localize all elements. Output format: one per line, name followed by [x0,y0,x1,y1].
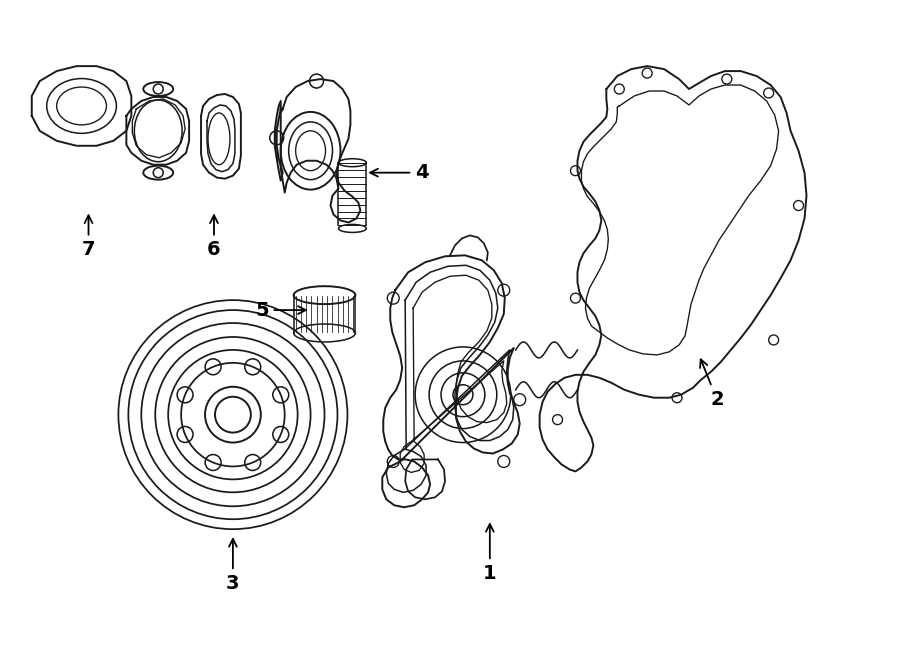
Text: 1: 1 [483,524,497,583]
Text: 2: 2 [700,359,724,408]
Text: 4: 4 [370,163,428,182]
Text: 7: 7 [82,215,95,260]
Text: 5: 5 [255,301,306,320]
Text: 6: 6 [207,215,220,260]
Text: 3: 3 [226,539,239,593]
